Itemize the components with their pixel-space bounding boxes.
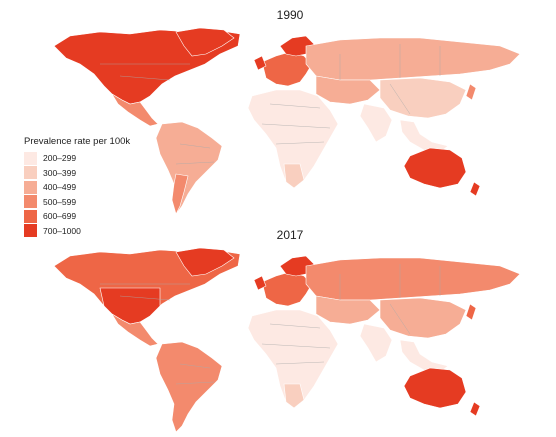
legend-swatch (24, 209, 37, 223)
legend-row: 600–699 (24, 209, 130, 224)
legend-label: 400–499 (43, 182, 77, 193)
region-australia (403, 367, 467, 409)
region-greenland (175, 247, 235, 277)
region-uk (253, 55, 267, 71)
region-east-asia (379, 77, 467, 119)
region-central-asia (315, 295, 381, 325)
legend-row: 300–399 (24, 166, 130, 181)
region-central-america (111, 93, 159, 127)
world-map-2017 (53, 247, 521, 433)
region-south-america-cone (171, 173, 189, 215)
country-borders (100, 44, 441, 165)
legend-label: 200–299 (43, 153, 77, 164)
region-uk (253, 275, 267, 291)
region-central-america (111, 313, 159, 347)
world-map-1990 (53, 27, 521, 215)
region-east-asia (379, 297, 467, 339)
region-new-zealand (469, 181, 481, 197)
region-usa (99, 287, 161, 325)
legend-swatch (24, 166, 37, 180)
legend-label: 600–699 (43, 211, 77, 222)
region-southeast-asia (399, 119, 449, 153)
region-greenland (175, 27, 235, 57)
legend-label: 500–599 (43, 196, 77, 207)
region-new-zealand (469, 401, 481, 417)
region-southern-africa (283, 163, 305, 189)
map-title-1990: 1990 (276, 8, 304, 22)
legend-row: 200–299 (24, 151, 130, 166)
legend-label: 300–399 (43, 167, 77, 178)
region-south-america (155, 341, 223, 433)
region-africa (247, 89, 339, 189)
region-south-asia (359, 103, 393, 143)
region-japan (465, 83, 477, 101)
region-africa (247, 309, 339, 409)
legend-swatch (24, 151, 37, 165)
legend-row: 400–499 (24, 180, 130, 195)
legend-swatch (24, 224, 37, 238)
region-western-europe (261, 271, 313, 307)
legend: Prevalence rate per 100k 200–299 300–399… (24, 136, 130, 238)
legend-title: Prevalence rate per 100k (24, 136, 131, 147)
country-borders (100, 264, 441, 385)
region-russia (305, 37, 521, 81)
region-southeast-asia (399, 339, 449, 373)
legend-swatch (24, 195, 37, 209)
region-japan (465, 303, 477, 321)
region-central-asia (315, 75, 381, 105)
legend-swatch (24, 180, 37, 194)
region-russia (305, 257, 521, 301)
region-south-asia (359, 323, 393, 363)
region-southern-africa (283, 383, 305, 409)
map-title-2017: 2017 (276, 228, 304, 242)
legend-row: 700–1000 (24, 224, 130, 239)
region-south-america (155, 121, 223, 215)
region-western-europe (261, 51, 313, 87)
region-australia (403, 147, 467, 189)
legend-label: 700–1000 (43, 225, 81, 236)
legend-row: 500–599 (24, 195, 130, 210)
